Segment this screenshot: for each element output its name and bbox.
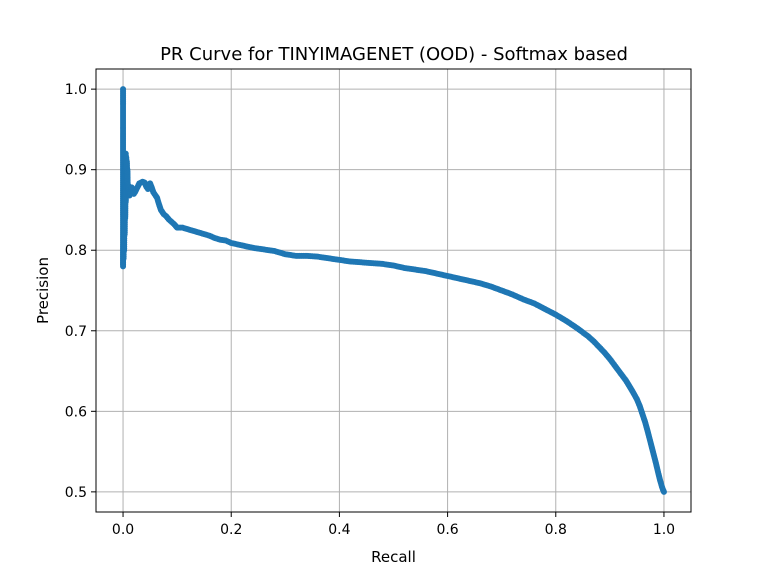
- x-tick-label: 0.8: [545, 522, 567, 538]
- x-tick-label: 0.2: [220, 522, 242, 538]
- chart-title: PR Curve for TINYIMAGENET (OOD) - Softma…: [160, 44, 628, 65]
- x-tick-label: 1.0: [653, 522, 675, 538]
- y-tick-label: 0.9: [65, 163, 87, 179]
- y-tick-label: 0.7: [65, 324, 87, 340]
- grid-lines: [96, 69, 691, 512]
- y-tick-label: 0.8: [65, 243, 87, 259]
- y-tick-label: 0.5: [65, 485, 87, 501]
- pr-curve-point: [660, 488, 667, 495]
- x-tick-label: 0.0: [112, 522, 134, 538]
- y-tick-label: 0.6: [65, 404, 87, 420]
- x-tick-label: 0.4: [328, 522, 350, 538]
- x-tick-label: 0.6: [436, 522, 458, 538]
- x-axis-label: Recall: [371, 548, 416, 566]
- axis-ticks: 0.0 0.2 0.4 0.6 0.8 1.0 0.5 0.6 0.7 0.8 0.9 1.0: [65, 82, 675, 538]
- pr-curve-line: [122, 89, 665, 493]
- y-tick-label: 1.0: [65, 82, 87, 98]
- pr-curve-series: [120, 86, 667, 495]
- y-axis-label: Precision: [34, 257, 52, 324]
- plot-area-frame: [95, 68, 692, 513]
